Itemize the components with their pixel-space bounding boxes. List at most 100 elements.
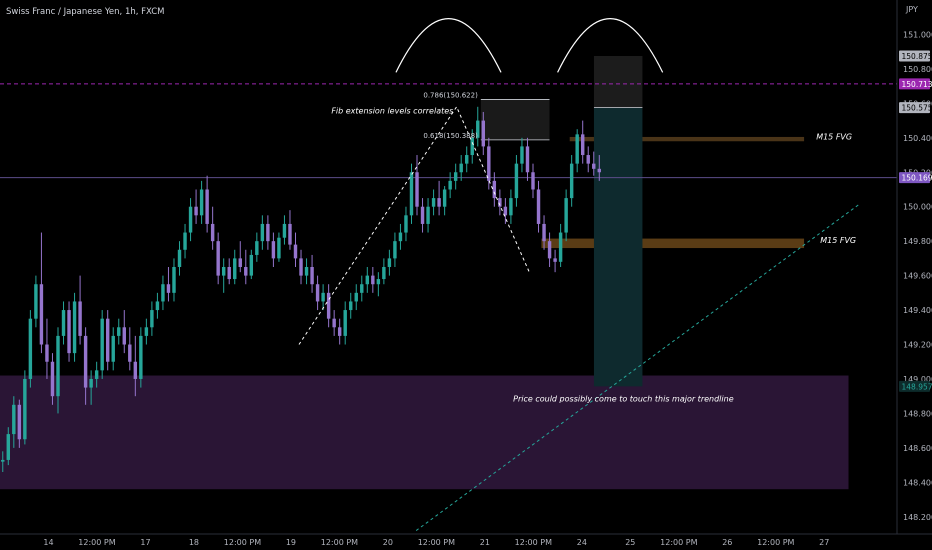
candle-body: [50, 361, 55, 397]
candle-body: [564, 198, 568, 233]
candle-body: [34, 284, 38, 319]
y-tick-label: 148.200: [903, 513, 932, 522]
candle-body: [465, 155, 469, 164]
candle-body: [376, 279, 381, 285]
candle-body: [255, 241, 259, 255]
candle-body: [321, 292, 325, 302]
candle-body: [166, 284, 171, 293]
candle-body: [266, 223, 270, 242]
candle-body: [61, 310, 66, 336]
price-tag-bg-0: [899, 50, 930, 62]
x-tick-label: 24: [577, 538, 587, 547]
candle-body: [360, 284, 364, 293]
candle-body: [282, 223, 287, 238]
demand-zone: [0, 375, 849, 490]
price-tag-3: 150.169: [902, 174, 932, 183]
y-tick-label: 149.200: [903, 341, 932, 350]
x-tick-label: 12:00 PM: [515, 538, 552, 547]
arc-0: [395, 18, 502, 73]
y-tick-label: 148.400: [903, 478, 932, 487]
candle-body: [437, 198, 441, 207]
candle-body: [12, 404, 16, 435]
candle-body: [161, 284, 165, 302]
target-lower: [593, 107, 643, 387]
x-tick-label: 12:00 PM: [78, 538, 115, 547]
candle-body: [194, 206, 198, 216]
candle-body: [128, 344, 132, 362]
candle-body: [288, 223, 292, 245]
candle-body: [23, 378, 27, 440]
candle-body: [326, 292, 331, 319]
candle-body: [476, 120, 480, 138]
candle-body: [227, 267, 231, 280]
fib-level-label-0: 0.786(150.622): [423, 92, 478, 100]
candle-body: [398, 232, 403, 242]
candle-body: [315, 284, 320, 302]
candle-body: [459, 163, 463, 173]
candle-body: [89, 378, 93, 388]
x-tick-label: 26: [722, 538, 732, 547]
x-tick-label: 17: [140, 538, 150, 547]
target-upper: [593, 55, 643, 108]
candle-layer: [1, 106, 601, 472]
candle-body: [558, 232, 563, 262]
candle-body: [188, 206, 193, 233]
x-tick-label: 14: [43, 538, 53, 547]
candle-body: [6, 434, 10, 460]
candle-body: [304, 267, 309, 276]
candle-body: [349, 301, 353, 311]
zone-layer: [0, 55, 849, 490]
candle-body: [586, 155, 590, 164]
candle-body: [553, 258, 557, 262]
candle-body: [144, 327, 149, 336]
x-tick-label: 25: [625, 538, 635, 547]
candle-body: [547, 241, 552, 259]
price-tag-bg-2: [899, 102, 930, 114]
candle-body: [481, 120, 486, 147]
fvg-upper: [569, 136, 805, 142]
candle-body: [249, 254, 254, 276]
candle-body: [238, 258, 242, 267]
y-tick-label: 150.000: [903, 203, 932, 212]
x-tick-label: 18: [189, 538, 199, 547]
annotation-1: M15 FVG: [816, 133, 852, 142]
candle-body: [56, 335, 60, 397]
candle-body: [343, 310, 347, 336]
candle-body: [448, 180, 452, 190]
y-tick-label: 150.400: [903, 134, 932, 143]
candle-body: [514, 163, 519, 199]
candle-body: [39, 284, 44, 345]
candle-body: [575, 134, 579, 164]
candle-body: [442, 189, 447, 207]
y-tick-label: 149.000: [903, 375, 932, 384]
y-tick-label: 148.800: [903, 409, 932, 418]
candle-body: [122, 327, 126, 345]
annotation-2: M15 FVG: [820, 236, 856, 245]
candle-body: [260, 223, 265, 242]
candle-body: [155, 301, 160, 311]
candle-body: [100, 318, 104, 371]
candle-body: [420, 206, 425, 224]
candle-body: [233, 258, 237, 280]
candle-body: [111, 335, 115, 362]
candle-body: [487, 146, 491, 181]
candle-body: [105, 318, 110, 362]
major-trendline: [415, 202, 861, 531]
fvg-lower: [541, 238, 805, 249]
price-tag-4: 148.957: [902, 382, 932, 391]
x-tick-label: 12:00 PM: [321, 538, 358, 547]
price-tag-0: 150.875: [902, 52, 932, 61]
candle-body: [520, 146, 524, 164]
candle-body: [72, 301, 77, 354]
price-tag-bg-1: [899, 78, 930, 90]
candle-body: [453, 172, 458, 181]
candle-body: [415, 172, 419, 207]
candle-body: [580, 134, 585, 156]
candle-body: [509, 198, 513, 216]
candle-body: [592, 163, 596, 169]
candle-body: [498, 198, 502, 207]
candle-body: [78, 301, 82, 336]
candle-body: [210, 223, 215, 242]
candle-body: [177, 249, 182, 267]
candle-body: [431, 198, 436, 207]
